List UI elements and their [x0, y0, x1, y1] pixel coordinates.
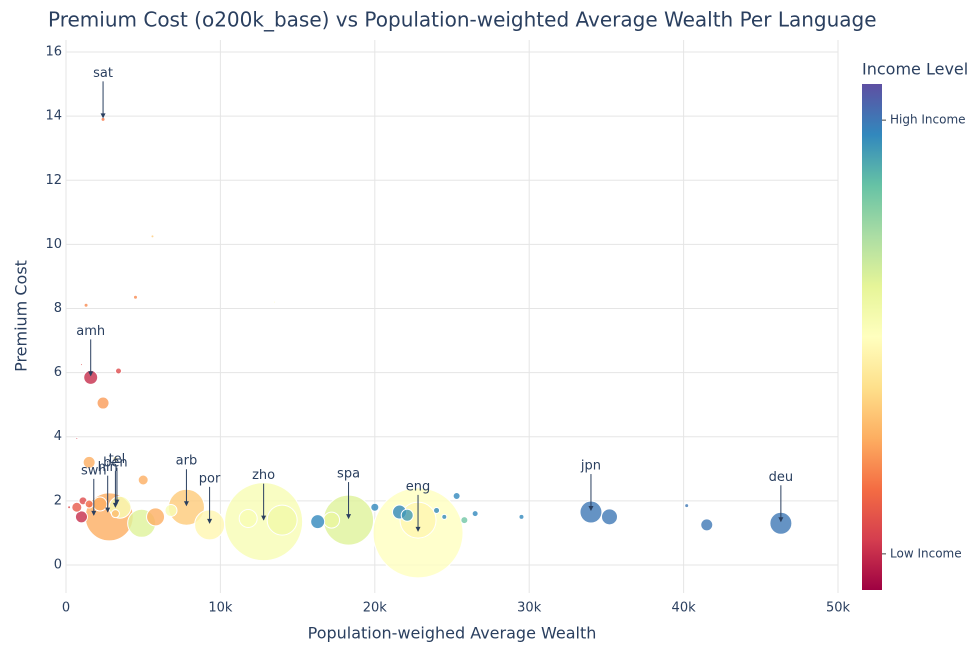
colorbar-tick-label: High Income [890, 113, 966, 127]
annotation: spa [337, 467, 360, 482]
bubble [96, 396, 110, 410]
bubble [150, 234, 155, 239]
bubble [460, 516, 469, 525]
bubble [146, 507, 166, 527]
bubble [370, 502, 380, 512]
y-tick-label: 16 [45, 45, 62, 60]
bubble [71, 501, 83, 513]
arrow-head [346, 514, 352, 520]
annotation: ben [103, 455, 128, 470]
annotation: arb [176, 454, 198, 469]
bubble [441, 513, 448, 520]
colorbar [862, 84, 882, 590]
bubble [272, 300, 276, 304]
bubble [82, 455, 96, 469]
bubble [84, 499, 94, 509]
annotation: amh [76, 324, 105, 339]
x-tick-label: 0 [62, 601, 70, 616]
arrow-head [588, 506, 594, 512]
bubble [67, 505, 72, 510]
bubble [400, 508, 414, 522]
bubble [112, 456, 119, 463]
bubble [110, 509, 120, 519]
arrow-head [88, 371, 94, 377]
x-tick-label: 30k [517, 601, 542, 616]
annotation: sat [93, 66, 113, 81]
arrow-head [91, 510, 97, 516]
y-tick-label: 10 [45, 237, 62, 252]
arrow-head [415, 526, 421, 532]
annotation: tel [109, 452, 126, 467]
bubble [700, 518, 714, 532]
x-axis-title: Population-weighed Average Wealth [308, 624, 597, 643]
arrow-head [105, 507, 111, 513]
colorbar-tick-label: Low Income [890, 546, 962, 560]
bubble [452, 492, 461, 501]
bubble [266, 504, 298, 536]
bubble [323, 511, 341, 529]
arrow-head [207, 518, 213, 524]
bubble [132, 294, 138, 300]
bubble [75, 436, 79, 440]
bubble [600, 508, 618, 526]
colorbar-title: Income Level [862, 60, 968, 79]
annotation: deu [769, 470, 794, 485]
annotation: zho [252, 468, 275, 483]
x-tick-label: 40k [672, 601, 697, 616]
annotation: eng [406, 479, 431, 494]
bubble [74, 510, 88, 524]
y-tick-label: 6 [54, 365, 62, 380]
x-tick-label: 10k [208, 601, 233, 616]
y-tick-label: 2 [54, 493, 62, 508]
chart-title: Premium Cost (o200k_base) vs Population-… [48, 8, 877, 32]
bubble [83, 302, 89, 308]
bubble [471, 510, 479, 518]
bubble [137, 474, 149, 486]
bubble [238, 508, 258, 528]
arrow-head [112, 502, 118, 508]
arrow-head [114, 499, 120, 505]
y-tick-label: 12 [45, 173, 62, 188]
bubble [310, 514, 326, 530]
bubble [518, 513, 525, 520]
arrow-head [261, 515, 267, 521]
arrow-head [183, 501, 189, 507]
annotation: jpn [580, 459, 601, 474]
x-tick-label: 20k [363, 601, 388, 616]
y-tick-label: 4 [54, 429, 62, 444]
bubble [79, 363, 83, 367]
bubble [433, 506, 441, 514]
arrow-head [778, 517, 784, 523]
y-axis-title: Premium Cost [12, 260, 31, 372]
bubble [114, 367, 122, 375]
y-tick-label: 0 [54, 557, 62, 572]
y-tick-label: 14 [45, 109, 62, 124]
annotation: por [199, 471, 221, 486]
y-tick-label: 8 [54, 301, 62, 316]
annotation: hin [98, 460, 118, 475]
annotation: swh [81, 463, 107, 478]
x-tick-label: 50k [826, 601, 851, 616]
bubble [92, 496, 108, 512]
bubble [684, 503, 690, 509]
bubble [164, 503, 178, 517]
arrow-head [100, 113, 106, 119]
